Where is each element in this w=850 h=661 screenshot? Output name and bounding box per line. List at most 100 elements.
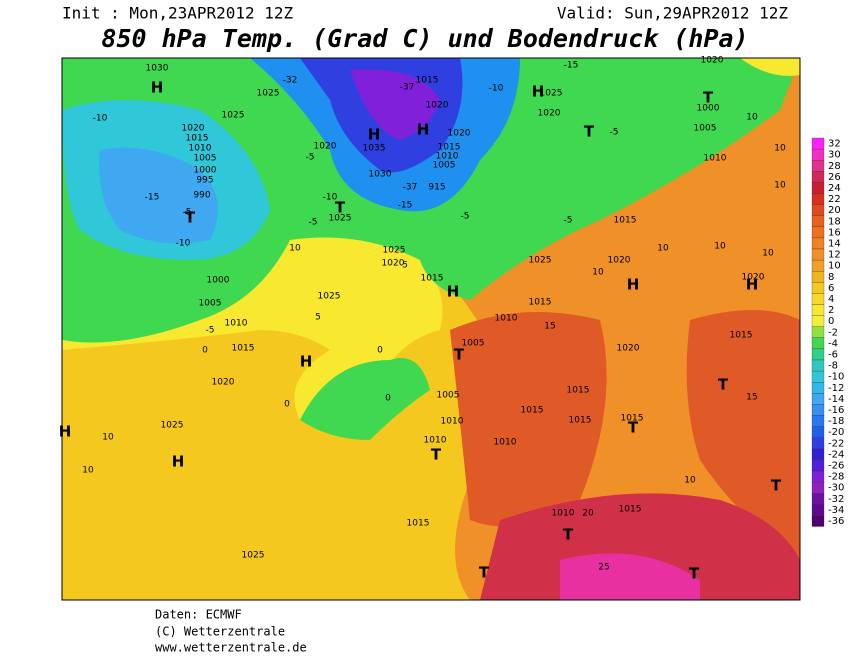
colorbar-swatch	[811, 515, 825, 527]
pressure-center: T	[628, 419, 639, 437]
colorbar-swatch	[811, 382, 825, 394]
isoline-label: 1010	[436, 152, 459, 162]
isoline-label: 10	[102, 433, 114, 443]
isoline-label: 1010	[225, 319, 248, 329]
colorbar-swatch	[811, 226, 825, 239]
pressure-center: T	[431, 446, 442, 464]
isoline-label: 1015	[421, 274, 444, 284]
isoline-label: -5	[309, 218, 318, 228]
isoline-label: 10	[746, 113, 758, 123]
isoline-label: 15	[544, 322, 555, 332]
pressure-center: H	[746, 276, 759, 294]
isoline-label: 1015	[438, 143, 461, 153]
isoline-label: 1015	[621, 414, 644, 424]
isoline-label: 1005	[433, 161, 456, 171]
pressure-center: H	[300, 353, 313, 371]
colorbar-swatch	[811, 204, 825, 216]
isoline-label: 1005	[194, 154, 217, 164]
colorbar-label: -28	[828, 472, 844, 483]
colorbar-label: 28	[828, 161, 841, 172]
colorbar-label: 2	[828, 305, 834, 316]
colorbar-swatch	[811, 426, 825, 438]
isoline-label: 10	[774, 144, 786, 154]
pressure-center: T	[335, 199, 346, 217]
isoline-label: 1025	[222, 111, 245, 121]
website: www.wetterzentrale.de	[155, 641, 307, 655]
pressure-center: H	[368, 126, 381, 144]
colorbar-swatch	[811, 437, 825, 449]
colorbar-label: -32	[828, 494, 844, 505]
isoline-label: 1025	[540, 89, 563, 99]
isoline-label: 1015	[567, 386, 590, 396]
isoline-label: 5	[402, 261, 408, 271]
colorbar-swatch	[811, 293, 825, 305]
pressure-center: H	[417, 121, 430, 139]
colorbar-label: -26	[828, 460, 844, 471]
isoline-label: -10	[93, 114, 108, 124]
isoline-label: 1005	[437, 391, 460, 401]
isoline-label: 1015	[619, 505, 642, 515]
isoline-label: 1015	[407, 519, 430, 529]
isoline-label: 1020	[617, 344, 640, 354]
isoline-label: 1025	[318, 292, 341, 302]
isoline-label: -5	[461, 212, 470, 222]
colorbar-label: -14	[828, 394, 844, 405]
isoline-label: 1010	[441, 417, 464, 427]
colorbar-label: 22	[828, 194, 841, 205]
isoline-label: 1020	[448, 129, 471, 139]
isoline-label: -37	[403, 183, 418, 193]
isoline-label: 10	[774, 181, 786, 191]
colorbar-swatch	[811, 448, 825, 461]
colorbar-label: 20	[828, 205, 841, 216]
colorbar-label: 12	[828, 250, 841, 261]
map-title: 850 hPa Temp. (Grad C) und Bodendruck (h…	[101, 24, 748, 53]
colorbar-swatch	[811, 171, 825, 183]
isoline-label: -5	[306, 153, 315, 163]
colorbar-swatch	[811, 337, 825, 350]
isoline-label: 1025	[383, 246, 406, 256]
pressure-center: T	[689, 565, 700, 583]
pressure-center: T	[584, 123, 595, 141]
isoline-label: -37	[400, 83, 415, 93]
colorbar-swatch	[811, 415, 825, 427]
colorbar-label: -4	[828, 338, 838, 349]
isoline-label: -5	[564, 216, 573, 226]
isoline-label: 1010	[495, 314, 518, 324]
colorbar-label: 0	[828, 316, 834, 327]
colorbar-label: -6	[828, 349, 838, 360]
colorbar-label: -2	[828, 327, 838, 338]
map-field	[62, 58, 800, 600]
isoline-label: 1015	[529, 298, 552, 308]
isoline-label: 1000	[194, 166, 217, 176]
colorbar-label: 14	[828, 238, 841, 249]
isoline-label: 10	[684, 476, 696, 486]
isoline-label: 0	[284, 400, 290, 410]
isoline-label: 1010	[424, 436, 447, 446]
colorbar-label: -34	[828, 505, 844, 516]
pressure-center: H	[627, 276, 640, 294]
colorbar-swatch	[811, 315, 825, 327]
colorbar-label: -8	[828, 361, 838, 372]
colorbar-swatch	[811, 248, 825, 261]
isoline-label: 20	[582, 509, 594, 519]
isoline-label: 1015	[569, 416, 592, 426]
colorbar-swatch	[811, 304, 825, 316]
pressure-center: H	[532, 83, 545, 101]
isoline-label: 10	[714, 242, 726, 252]
isoline-label: 0	[377, 346, 383, 356]
colorbar-label: 18	[828, 216, 841, 227]
pressure-center: T	[718, 376, 729, 394]
valid-time: Valid: Sun,29APR2012 12Z	[557, 4, 789, 23]
colorbar-swatch	[811, 215, 825, 227]
colorbar-label: 10	[828, 261, 841, 272]
isoline-label: -15	[398, 201, 413, 211]
colorbar-label: 6	[828, 283, 834, 294]
isoline-label: -15	[145, 193, 160, 203]
colorbar-label: -36	[828, 516, 844, 527]
isoline-label: 1025	[242, 551, 265, 561]
isoline-label: 1025	[329, 214, 352, 224]
copyright: (C) Wetterzentrale	[155, 625, 285, 639]
pressure-center: H	[447, 283, 460, 301]
isoline-label: 1025	[161, 421, 184, 431]
